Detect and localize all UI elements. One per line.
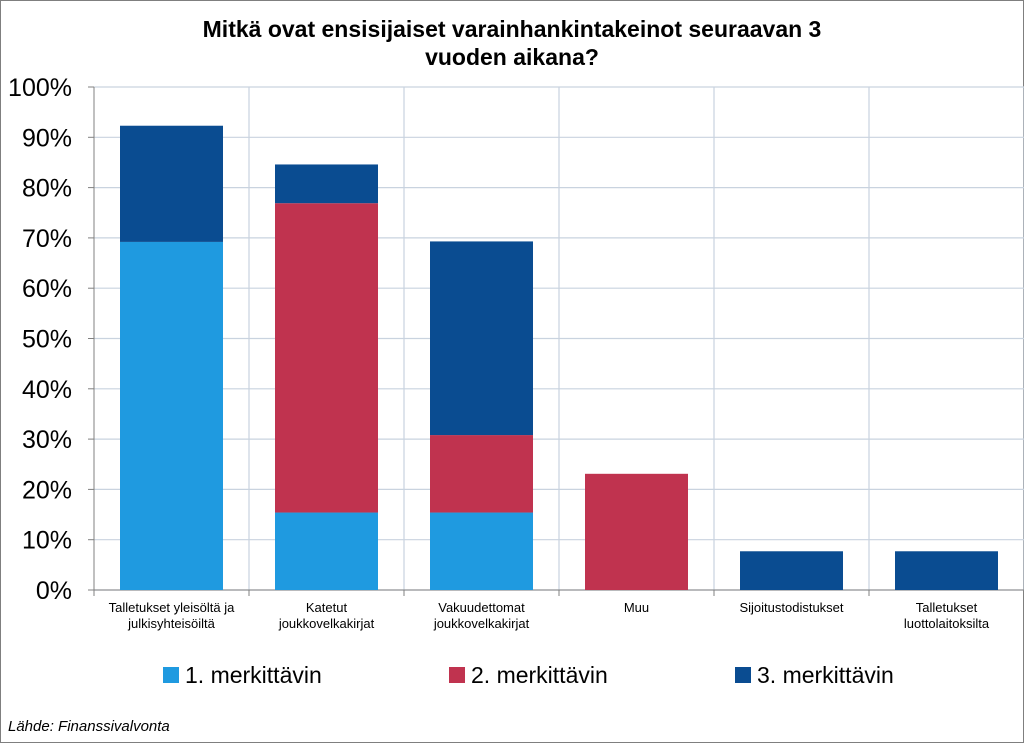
bar-segment-series-2 xyxy=(275,203,378,513)
x-category-label: luottolaitoksilta xyxy=(904,616,990,631)
y-tick-label: 80% xyxy=(22,175,72,203)
x-category-label: joukkovelkakirjat xyxy=(278,616,375,631)
bar-segment-series-1 xyxy=(120,241,223,590)
x-category-label: Muu xyxy=(624,600,649,615)
x-category-label: julkisyhteisöiltä xyxy=(127,616,215,631)
bar-segment-series-3 xyxy=(430,241,533,436)
chart-title-line: vuoden aikana? xyxy=(425,44,599,70)
bar-segment-series-2 xyxy=(430,435,533,513)
bar-segment-series-3 xyxy=(275,164,378,204)
x-category-label: Talletukset xyxy=(916,600,978,615)
legend-label-series-3: 3. merkittävin xyxy=(757,662,894,688)
legend-label-series-1: 1. merkittävin xyxy=(185,662,322,688)
y-tick-label: 100% xyxy=(8,74,72,102)
x-category-label: Vakuudettomat xyxy=(438,600,525,615)
x-category-label: Talletukset yleisöltä ja xyxy=(109,600,235,615)
y-tick-label: 10% xyxy=(22,527,72,555)
bar-segment-series-1 xyxy=(430,512,533,590)
y-tick-label: 20% xyxy=(22,476,72,504)
source-note: Lähde: Finanssivalvonta xyxy=(8,718,170,735)
legend-swatch-series-3 xyxy=(735,667,751,683)
bar-segment-series-2 xyxy=(585,473,688,590)
y-tick-label: 30% xyxy=(22,426,72,454)
legend-label-series-2: 2. merkittävin xyxy=(471,662,608,688)
bar-segment-series-3 xyxy=(120,125,223,242)
y-tick-label: 60% xyxy=(22,275,72,303)
x-category-label: joukkovelkakirjat xyxy=(433,616,530,631)
y-tick-label: 40% xyxy=(22,376,72,404)
legend-swatch-series-1 xyxy=(163,667,179,683)
y-tick-label: 70% xyxy=(22,225,72,253)
bar-segment-series-3 xyxy=(740,551,843,590)
x-category-label: Katetut xyxy=(306,600,348,615)
y-tick-label: 0% xyxy=(36,577,72,605)
y-tick-label: 50% xyxy=(22,326,72,354)
legend-swatch-series-2 xyxy=(449,667,465,683)
chart-title-line: Mitkä ovat ensisijaiset varainhankintake… xyxy=(203,16,822,42)
bar-segment-series-1 xyxy=(275,512,378,590)
x-category-label: Sijoitustodistukset xyxy=(739,600,843,615)
y-tick-label: 90% xyxy=(22,124,72,152)
bar-segment-series-3 xyxy=(895,551,998,590)
